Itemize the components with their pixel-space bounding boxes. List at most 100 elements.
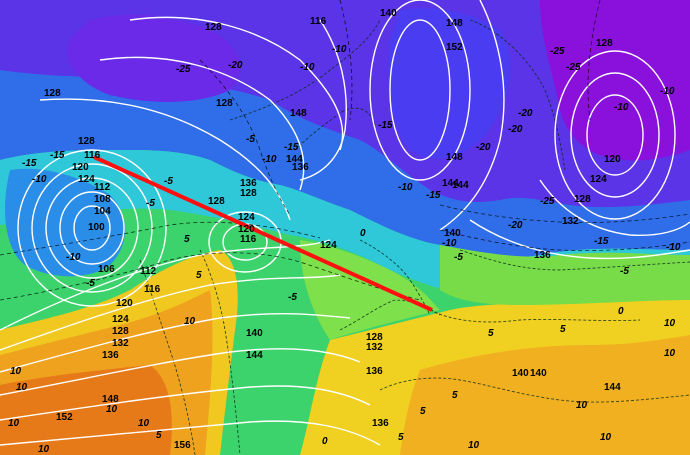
warm-east-green xyxy=(440,245,690,305)
geo-label: 136 xyxy=(292,162,309,173)
geo-label: 116 xyxy=(144,284,161,295)
geo-label: 106 xyxy=(98,264,115,275)
geo-label: 124 xyxy=(78,174,95,185)
geo-label: 100 xyxy=(88,222,105,233)
geo-label: 136 xyxy=(372,418,389,429)
temp-label: -25 xyxy=(566,62,581,73)
geopotential-labels: 128 116 140 148 152 128 128 128 116 120 … xyxy=(44,8,621,451)
temp-label: -20 xyxy=(476,142,491,153)
temp-label: -5 xyxy=(288,292,297,303)
geo-label: 152 xyxy=(446,42,463,53)
geo-label: 148 xyxy=(446,18,463,29)
temp-label: -5 xyxy=(246,134,255,145)
temp-label: 5 xyxy=(196,270,202,281)
geo-label: 128 xyxy=(596,38,613,49)
temperature-contours xyxy=(0,0,690,301)
temp-label: -10 xyxy=(660,86,675,97)
geo-label: 124 xyxy=(320,240,337,251)
geo-label: 136 xyxy=(240,178,257,189)
geo-label: 128 xyxy=(205,22,222,33)
temp-label: 5 xyxy=(560,324,566,335)
geo-label: 124 xyxy=(238,212,255,223)
temp-label: -10 xyxy=(32,174,47,185)
temp-label: -10 xyxy=(332,44,347,55)
geo-label: 128 xyxy=(216,98,233,109)
temp-label: -15 xyxy=(594,236,609,247)
geo-label: 128 xyxy=(240,188,257,199)
geo-label: 136 xyxy=(102,350,119,361)
geo-label: 120 xyxy=(72,162,89,173)
temp-label: -25 xyxy=(540,196,555,207)
geo-label: 144 xyxy=(442,178,459,189)
geo-label: 144 xyxy=(246,350,263,361)
geo-label: 120 xyxy=(116,298,133,309)
geo-label: 156 xyxy=(174,440,191,451)
temp-label: 10 xyxy=(664,318,676,329)
temp-label: -5 xyxy=(146,198,155,209)
temp-label: -5 xyxy=(86,278,95,289)
geo-label: 140 xyxy=(512,368,529,379)
geo-label: 136 xyxy=(366,366,383,377)
temp-label: -15 xyxy=(284,142,299,153)
geo-label: 108 xyxy=(94,194,111,205)
geo-label: 124 xyxy=(112,314,129,325)
temp-label: -10 xyxy=(398,182,413,193)
warm-southeast-orange xyxy=(400,335,690,455)
section-line xyxy=(93,155,433,312)
temp-label: 5 xyxy=(184,234,190,245)
temp-label: -10 xyxy=(666,242,681,253)
geo-label: 128 xyxy=(112,326,129,337)
geo-label: 144 xyxy=(452,180,469,191)
temp-label: -20 xyxy=(508,124,523,135)
temp-label: 10 xyxy=(600,432,612,443)
geo-label: 148 xyxy=(290,108,307,119)
geo-label: 112 xyxy=(94,182,111,193)
geo-label: 120 xyxy=(238,224,255,235)
geo-label: 148 xyxy=(446,152,463,163)
geo-label: 124 xyxy=(590,174,607,185)
coastlines xyxy=(139,19,690,455)
temp-label: 10 xyxy=(664,348,676,359)
temp-label: -10 xyxy=(442,238,457,249)
temp-label: -10 xyxy=(614,102,629,113)
temp-label: -20 xyxy=(518,108,533,119)
geo-label: 128 xyxy=(78,136,95,147)
temp-label: -15 xyxy=(22,158,37,169)
temp-label: -10 xyxy=(66,252,81,263)
temp-label: -25 xyxy=(176,64,191,75)
temp-label: -5 xyxy=(454,252,463,263)
temp-label: -15 xyxy=(50,150,65,161)
temp-label: 0 xyxy=(618,306,624,317)
temp-label: 10 xyxy=(138,418,150,429)
geo-label: 128 xyxy=(208,196,225,207)
geo-label: 128 xyxy=(574,194,591,205)
geo-label: 140 xyxy=(530,368,547,379)
geo-label: 132 xyxy=(112,338,129,349)
temp-label: -15 xyxy=(378,120,393,131)
temp-label: 0 xyxy=(360,228,366,239)
temp-label: 10 xyxy=(106,404,118,415)
temperature-labels: -20 -25 -10 -10 -15 -20 -25 -25 -20 -10 … xyxy=(8,44,681,455)
temp-label: -5 xyxy=(620,266,629,277)
geo-label: 140 xyxy=(444,228,461,239)
temp-label: -10 xyxy=(262,154,277,165)
geo-label: 116 xyxy=(84,150,101,161)
geo-label: 140 xyxy=(246,328,263,339)
geo-label: 152 xyxy=(56,412,73,423)
geo-label: 120 xyxy=(604,154,621,165)
geo-label: 136 xyxy=(534,250,551,261)
temp-label: 5 xyxy=(156,430,162,441)
temp-label: 10 xyxy=(16,382,28,393)
geo-label: 132 xyxy=(366,342,383,353)
violet-core-east xyxy=(540,0,690,161)
temp-label: 5 xyxy=(398,432,404,443)
geo-label: 128 xyxy=(44,88,61,99)
geo-label: 148 xyxy=(102,394,119,405)
geo-label: 128 xyxy=(366,332,383,343)
temp-label: 10 xyxy=(10,366,22,377)
temp-label: -10 xyxy=(300,62,315,73)
geo-label: 132 xyxy=(562,216,579,227)
temp-label: 0 xyxy=(322,436,328,447)
temp-label: 5 xyxy=(488,328,494,339)
